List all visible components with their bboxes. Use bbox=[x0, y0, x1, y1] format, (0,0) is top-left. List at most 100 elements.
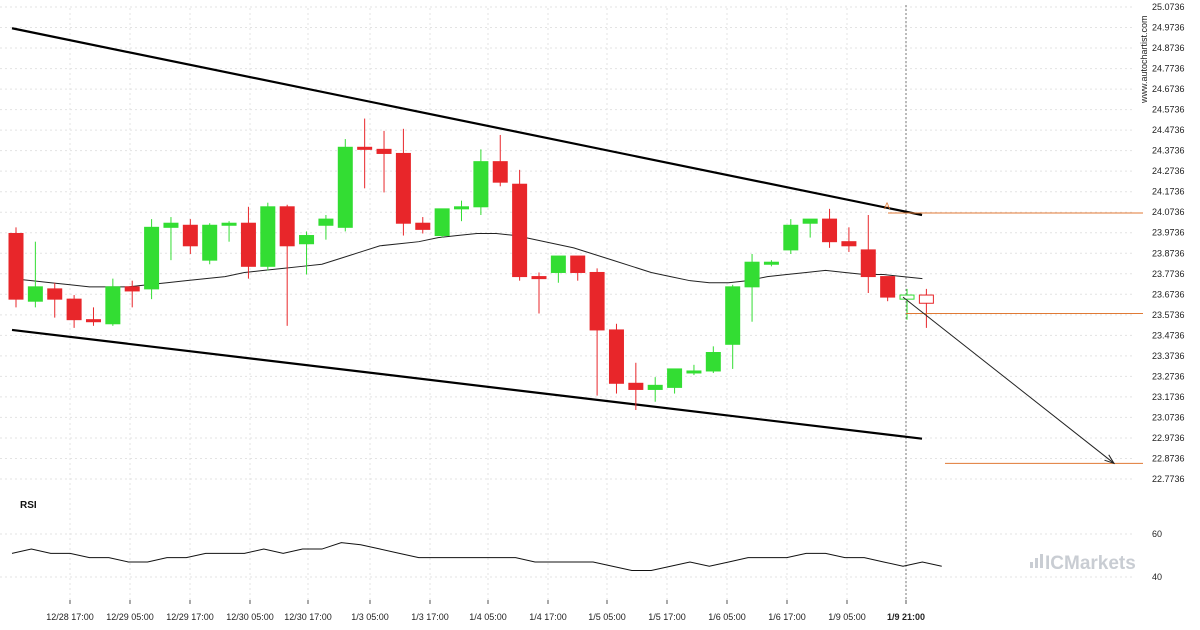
candle bbox=[725, 284, 741, 369]
candle-body bbox=[802, 218, 818, 224]
candle-body bbox=[434, 208, 450, 237]
candle bbox=[144, 219, 160, 300]
candle bbox=[512, 169, 528, 281]
y-tick-label: 24.3736 bbox=[1152, 146, 1185, 156]
candle-body bbox=[105, 286, 121, 325]
candle bbox=[357, 118, 373, 189]
x-tick-label: 12/29 17:00 bbox=[166, 612, 214, 622]
candle-body bbox=[415, 222, 431, 230]
candle bbox=[473, 149, 489, 216]
candle-body bbox=[182, 224, 198, 247]
candle-body bbox=[705, 352, 721, 372]
candle-body bbox=[880, 276, 896, 298]
candle-body bbox=[822, 218, 838, 243]
y-tick-label: 25.0736 bbox=[1152, 2, 1185, 12]
x-tick-label: 1/6 17:00 bbox=[768, 612, 806, 622]
rsi-panel: RSI bbox=[11, 500, 942, 572]
candle bbox=[454, 200, 470, 222]
y-tick-label: 23.4736 bbox=[1152, 330, 1185, 340]
candle-body bbox=[144, 226, 160, 290]
candle bbox=[880, 276, 896, 302]
candle bbox=[608, 323, 624, 394]
candle bbox=[163, 217, 179, 261]
candle-body bbox=[8, 232, 24, 300]
candle-body bbox=[85, 319, 101, 323]
y-tick-label: 23.1736 bbox=[1152, 392, 1185, 402]
candle bbox=[802, 218, 818, 238]
pattern-point-label: A bbox=[884, 201, 890, 211]
x-tick-label: 1/5 17:00 bbox=[648, 612, 686, 622]
moving-average bbox=[11, 232, 923, 288]
candle bbox=[783, 219, 799, 254]
rsi-line bbox=[11, 542, 942, 572]
candle-body bbox=[27, 286, 43, 302]
forecast-arrow-head bbox=[1104, 454, 1116, 465]
candle bbox=[686, 364, 702, 376]
candle bbox=[337, 139, 353, 232]
rsi-grid bbox=[0, 533, 1135, 578]
candle bbox=[182, 219, 198, 254]
candle-body bbox=[918, 294, 934, 304]
candle-body bbox=[299, 235, 315, 245]
candle-body bbox=[608, 329, 624, 384]
candle-body bbox=[357, 146, 373, 150]
candle bbox=[570, 255, 586, 281]
rsi-label: RSI bbox=[20, 500, 37, 511]
y-tick-label: 22.9736 bbox=[1152, 433, 1185, 443]
candle-body bbox=[589, 271, 605, 331]
pattern-overlay: A bbox=[884, 201, 1143, 465]
brand-logo: ICMarkets bbox=[1030, 553, 1136, 574]
candle-body bbox=[202, 224, 218, 261]
y-tick-label: 24.7736 bbox=[1152, 64, 1185, 74]
candle bbox=[667, 368, 683, 394]
y-tick-label: 22.8736 bbox=[1152, 453, 1185, 463]
x-tick-label: 1/6 05:00 bbox=[708, 612, 746, 622]
candle bbox=[318, 215, 334, 240]
candle bbox=[492, 134, 508, 187]
candle bbox=[279, 204, 295, 326]
x-tick-label: 1/9 21:00 bbox=[887, 612, 925, 622]
y-tick-label: 24.9736 bbox=[1152, 23, 1185, 33]
y-tick-label: 24.5736 bbox=[1152, 105, 1185, 115]
candle bbox=[589, 268, 605, 396]
candle-body bbox=[492, 161, 508, 183]
candle-body bbox=[163, 222, 179, 228]
site-watermark: www.autochartist.com bbox=[1139, 15, 1149, 104]
y-tick-label: 23.2736 bbox=[1152, 371, 1185, 381]
candle bbox=[744, 253, 760, 322]
y-tick-label: 23.3736 bbox=[1152, 351, 1185, 361]
x-tick-label: 1/3 05:00 bbox=[351, 612, 389, 622]
candle-body bbox=[337, 146, 353, 228]
candle bbox=[105, 278, 121, 326]
candle-body bbox=[240, 222, 256, 267]
y-tick-label: 24.1736 bbox=[1152, 187, 1185, 197]
candle bbox=[705, 346, 721, 374]
candle-body bbox=[66, 298, 82, 321]
candle bbox=[124, 280, 140, 308]
candle-body bbox=[725, 286, 741, 345]
candle bbox=[647, 377, 663, 402]
candle-body bbox=[860, 249, 876, 278]
candle-body bbox=[783, 224, 799, 251]
candle bbox=[860, 215, 876, 293]
candle bbox=[8, 227, 24, 308]
candle-body bbox=[454, 206, 470, 210]
x-tick-label: 12/29 05:00 bbox=[106, 612, 154, 622]
candle-body bbox=[395, 152, 411, 224]
candle-body bbox=[318, 218, 334, 226]
y-axis: 22.7736 22.8736 22.9736 23.0736 23.1736 23.27… bbox=[1152, 2, 1185, 582]
candle-body bbox=[763, 261, 779, 265]
x-tick-label: 12/30 05:00 bbox=[226, 612, 274, 622]
candle-body bbox=[667, 368, 683, 388]
candle bbox=[763, 260, 779, 267]
candle-body bbox=[841, 241, 857, 247]
x-tick-label: 1/5 05:00 bbox=[588, 612, 626, 622]
candle bbox=[822, 208, 838, 248]
moving-average-line bbox=[11, 232, 923, 288]
y-tick-label: 24.4736 bbox=[1152, 125, 1185, 135]
candle bbox=[260, 202, 276, 271]
x-tick-label: 1/4 17:00 bbox=[529, 612, 567, 622]
candle-body bbox=[260, 206, 276, 267]
x-axis: 12/28 17:00 12/29 05:00 12/29 17:00 12/30 0… bbox=[46, 600, 925, 622]
